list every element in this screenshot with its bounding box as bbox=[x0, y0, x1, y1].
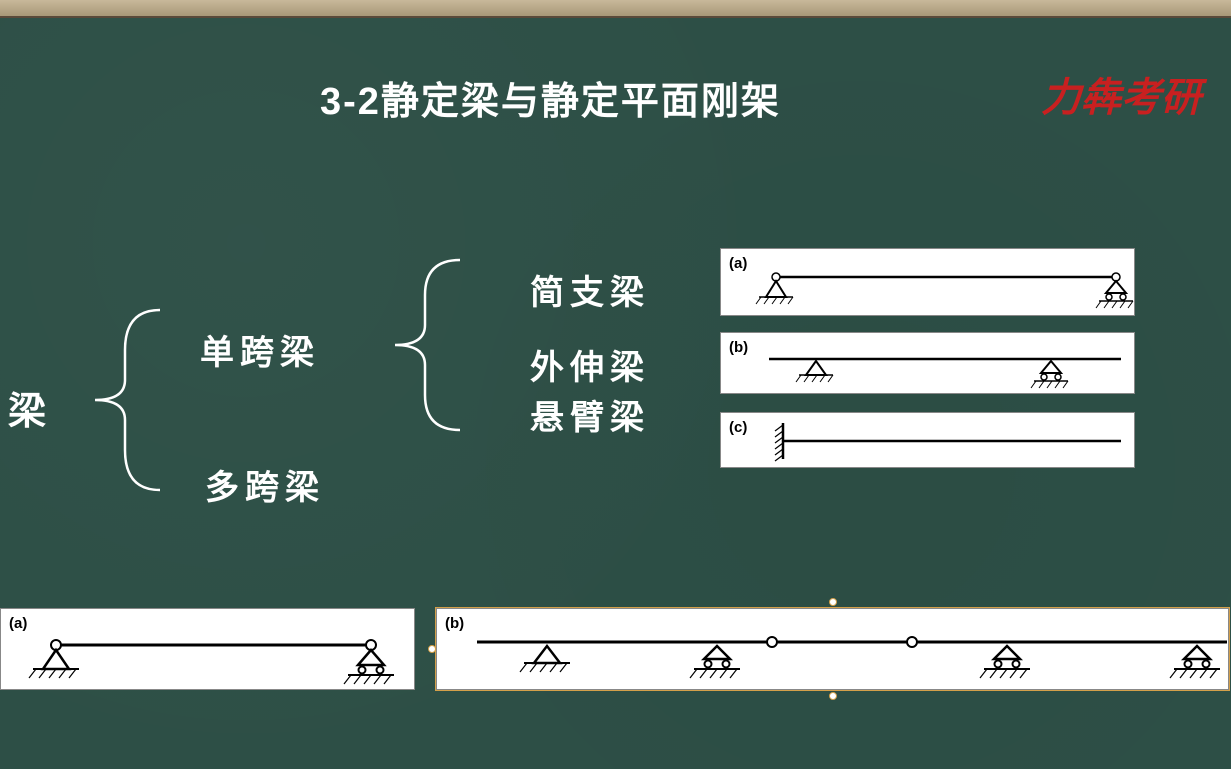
diagram-simply-supported: (a) bbox=[720, 248, 1135, 316]
brace-level-1 bbox=[70, 300, 190, 500]
beam-svg-a bbox=[721, 249, 1136, 317]
support-2 bbox=[690, 646, 740, 678]
selection-handle-bottom[interactable] bbox=[829, 692, 837, 700]
chalkboard-frame-top bbox=[0, 0, 1231, 18]
diagram-bottom-multi-span[interactable]: (b) bbox=[436, 608, 1229, 690]
root-category-label: 梁 bbox=[8, 380, 46, 435]
support-1 bbox=[520, 646, 570, 672]
watermark-text: 力犇考研 bbox=[1041, 65, 1201, 123]
beam-svg-bottom-b bbox=[437, 609, 1230, 691]
category-multi-span: 多跨梁 bbox=[205, 460, 325, 509]
subtype-overhanging: 外伸梁 bbox=[530, 340, 650, 389]
brace-level-2 bbox=[370, 250, 490, 440]
beam-svg-bottom-a bbox=[1, 609, 416, 691]
diagram-overhanging: (b) bbox=[720, 332, 1135, 394]
category-single-span: 单跨梁 bbox=[200, 325, 320, 374]
page-title: 3-2静定梁与静定平面刚架 bbox=[320, 70, 781, 125]
subtype-cantilever: 悬臂梁 bbox=[530, 390, 650, 439]
diagram-bottom-simply-supported: (a) bbox=[0, 608, 415, 690]
support-4 bbox=[1170, 646, 1220, 678]
selection-handle-left[interactable] bbox=[428, 645, 436, 653]
beam-svg-c bbox=[721, 413, 1136, 469]
beam-svg-b bbox=[721, 333, 1136, 395]
support-3 bbox=[980, 646, 1030, 678]
diagram-cantilever: (c) bbox=[720, 412, 1135, 468]
subtype-simply-supported: 简支梁 bbox=[530, 265, 650, 314]
selection-handle-top[interactable] bbox=[829, 598, 837, 606]
